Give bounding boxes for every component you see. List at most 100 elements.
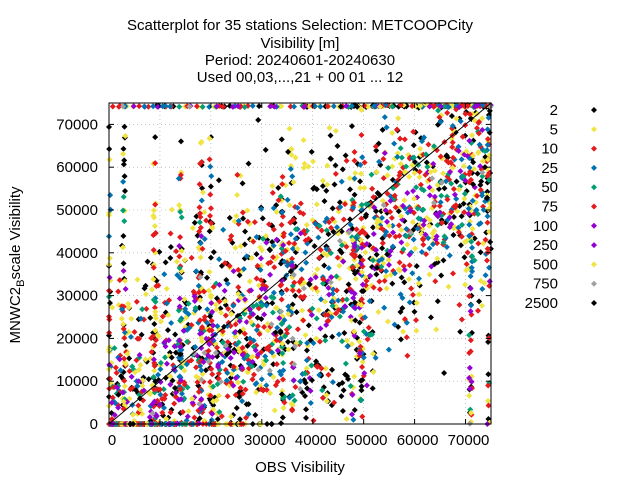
data-point xyxy=(189,399,196,406)
x-tick-label: 0 xyxy=(108,432,116,449)
data-point xyxy=(175,307,182,314)
data-point xyxy=(369,185,376,192)
data-point xyxy=(278,391,285,398)
legend-item: 25 xyxy=(541,160,597,177)
data-point xyxy=(161,271,168,278)
x-axis-label: OBS Visibility xyxy=(255,459,345,476)
data-point xyxy=(167,373,174,380)
data-point xyxy=(456,301,463,308)
y-label-part-2: scale Visibility xyxy=(7,186,24,280)
data-point xyxy=(202,367,209,374)
data-point xyxy=(460,200,467,207)
data-point xyxy=(370,224,377,231)
data-point xyxy=(314,266,321,273)
data-point xyxy=(403,319,410,326)
data-point xyxy=(336,237,343,244)
data-point xyxy=(356,338,363,345)
data-point xyxy=(357,178,364,185)
data-point xyxy=(415,291,422,298)
data-point xyxy=(397,145,404,152)
data-point xyxy=(485,397,492,404)
data-point xyxy=(289,407,296,414)
data-point xyxy=(455,224,462,231)
data-point xyxy=(329,302,336,309)
data-point xyxy=(273,236,280,243)
y-tick-label: 0 xyxy=(90,416,98,433)
data-point xyxy=(189,395,196,402)
data-point xyxy=(315,234,322,241)
data-point xyxy=(151,222,158,229)
data-point xyxy=(301,293,308,300)
legend-item: 100 xyxy=(533,218,597,235)
data-point xyxy=(137,315,144,322)
data-point xyxy=(245,160,252,167)
data-point xyxy=(203,335,210,342)
data-point xyxy=(379,235,386,242)
legend-label: 5 xyxy=(550,121,558,138)
data-point xyxy=(326,219,333,226)
data-point xyxy=(136,351,143,358)
data-point xyxy=(254,314,261,321)
data-point xyxy=(320,276,327,283)
data-point xyxy=(162,259,169,266)
data-point xyxy=(120,150,127,157)
data-point xyxy=(432,278,439,285)
data-point xyxy=(209,335,216,342)
data-point xyxy=(237,384,244,391)
data-point xyxy=(384,318,391,325)
data-point xyxy=(392,204,399,211)
data-point xyxy=(445,283,452,290)
data-point xyxy=(329,205,336,212)
data-point xyxy=(323,227,330,234)
data-point xyxy=(332,127,339,134)
data-point xyxy=(237,243,244,250)
data-point xyxy=(257,266,264,273)
data-point xyxy=(398,274,405,281)
data-point xyxy=(178,355,185,362)
data-point xyxy=(313,186,320,193)
data-point xyxy=(209,308,216,315)
data-point xyxy=(449,139,456,146)
data-point xyxy=(227,354,234,361)
title-line-1: Scatterplot for 35 stations Selection: M… xyxy=(127,17,473,34)
data-point xyxy=(168,206,175,213)
data-point xyxy=(428,263,435,270)
data-point xyxy=(351,299,358,306)
data-point xyxy=(384,251,391,258)
data-point xyxy=(376,286,383,293)
y-tick-label: 40000 xyxy=(56,245,98,262)
data-point xyxy=(313,201,320,208)
legend-marker xyxy=(591,145,597,152)
data-point xyxy=(173,258,180,265)
y-tick-label: 50000 xyxy=(56,202,98,219)
data-point xyxy=(466,293,473,300)
data-point xyxy=(159,409,166,416)
data-point xyxy=(184,338,191,345)
data-point xyxy=(290,216,297,223)
data-point xyxy=(425,141,432,148)
legend-marker xyxy=(591,107,597,113)
data-point xyxy=(358,201,365,208)
data-point xyxy=(347,186,354,193)
data-point xyxy=(246,335,253,342)
data-point xyxy=(210,332,217,339)
data-point xyxy=(471,257,478,264)
data-point xyxy=(263,357,270,364)
data-point xyxy=(316,222,323,229)
data-point xyxy=(383,268,390,275)
data-point xyxy=(351,332,358,339)
data-point xyxy=(477,220,484,227)
data-point xyxy=(292,292,299,299)
data-point xyxy=(480,206,487,213)
data-point xyxy=(461,254,468,261)
data-point xyxy=(266,367,273,374)
data-point xyxy=(391,192,398,199)
data-point xyxy=(136,366,143,373)
data-point xyxy=(349,264,356,271)
data-point xyxy=(305,322,312,329)
data-point xyxy=(151,304,158,311)
data-point xyxy=(248,254,255,261)
data-point xyxy=(404,190,411,197)
y-label-part-1: MNWC2 xyxy=(7,287,24,344)
data-point xyxy=(339,408,346,415)
